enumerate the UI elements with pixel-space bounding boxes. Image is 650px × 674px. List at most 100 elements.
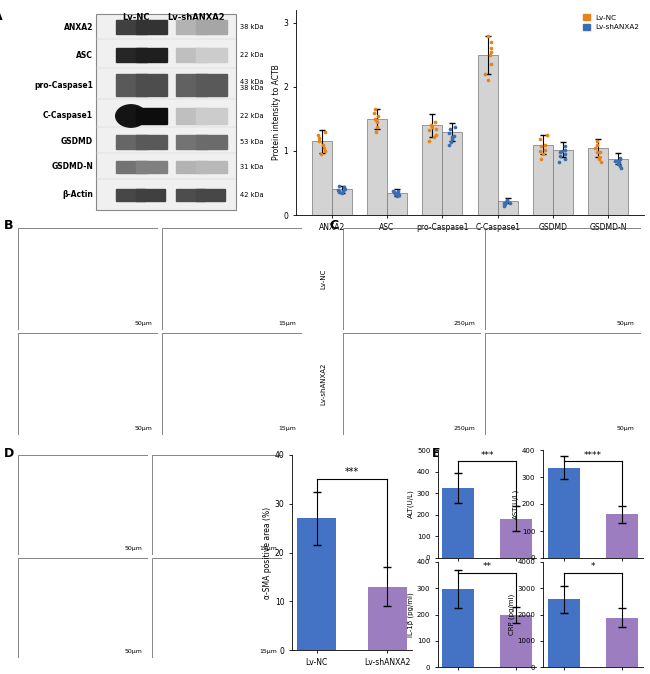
Bar (196, 108, 227, 124)
Text: ASC: ASC (76, 51, 93, 59)
Text: 50μm: 50μm (125, 546, 143, 551)
Bar (588, 148, 608, 215)
Text: 250μm: 250μm (454, 321, 476, 326)
Point (499, 201, 510, 212)
Point (556, 146, 567, 156)
Bar (136, 135, 166, 149)
Point (443, 127, 454, 138)
Text: 42 kDa: 42 kDa (240, 192, 264, 198)
Point (389, 187, 400, 197)
Point (334, 185, 345, 196)
Point (560, 144, 570, 155)
Point (393, 186, 403, 197)
Point (534, 134, 545, 145)
Bar (196, 48, 227, 62)
Bar (312, 142, 332, 215)
Bar (367, 119, 387, 215)
Point (590, 143, 600, 154)
Point (486, 59, 497, 70)
Point (536, 153, 547, 164)
Point (447, 131, 458, 142)
Point (370, 104, 381, 115)
Point (314, 133, 324, 144)
Text: pro-Caspase1: pro-Caspase1 (34, 80, 93, 90)
Text: *: * (591, 562, 595, 572)
Bar (547, 599, 580, 667)
Bar (553, 150, 573, 215)
Bar (176, 20, 207, 34)
Point (559, 149, 569, 160)
Point (592, 139, 602, 150)
Text: B: B (3, 220, 13, 233)
Point (592, 136, 602, 147)
Point (370, 126, 381, 137)
Point (389, 189, 400, 200)
Point (483, 30, 493, 41)
Point (388, 185, 398, 196)
Point (319, 126, 330, 137)
Bar (606, 617, 638, 667)
Bar (500, 615, 532, 667)
Text: ***: *** (480, 451, 494, 460)
Point (501, 195, 512, 206)
Bar (136, 161, 166, 173)
Point (316, 149, 326, 160)
Point (554, 151, 565, 162)
Point (554, 157, 564, 168)
Text: ANXA2: ANXA2 (64, 22, 93, 32)
Bar (176, 74, 207, 96)
Bar (116, 189, 145, 201)
Text: Lv-shANXA2: Lv-shANXA2 (0, 363, 1, 405)
Bar (443, 488, 474, 558)
Bar (116, 161, 147, 173)
Text: Lv-shANXA2: Lv-shANXA2 (320, 363, 326, 405)
Point (428, 131, 439, 142)
Point (595, 147, 605, 158)
Bar (196, 161, 227, 173)
Text: A: A (0, 10, 3, 23)
Point (320, 146, 330, 156)
Point (394, 190, 404, 201)
Point (535, 146, 545, 156)
Point (500, 197, 511, 208)
Text: 15μm: 15μm (259, 649, 277, 654)
Bar (136, 108, 166, 124)
Bar (176, 48, 207, 62)
Bar (608, 158, 628, 215)
Point (371, 115, 382, 125)
Point (392, 187, 402, 198)
Point (444, 139, 454, 150)
Bar (116, 20, 147, 34)
Bar (443, 131, 462, 215)
Bar (533, 144, 553, 215)
Point (541, 129, 552, 140)
Point (370, 113, 381, 124)
Bar (116, 48, 147, 62)
Point (483, 75, 493, 86)
Bar (606, 514, 638, 558)
Point (337, 188, 348, 199)
Point (391, 191, 402, 202)
Text: 15μm: 15μm (278, 321, 296, 326)
Bar (298, 518, 336, 650)
Point (334, 187, 345, 197)
Text: 38 kDa: 38 kDa (240, 24, 263, 30)
Point (445, 124, 456, 135)
Text: Lv-shANXA2: Lv-shANXA2 (167, 13, 225, 22)
Text: 50μm: 50μm (135, 426, 152, 431)
Point (501, 196, 512, 207)
Point (536, 140, 546, 151)
Text: D: D (3, 447, 14, 460)
Point (613, 156, 623, 166)
Bar (500, 519, 532, 558)
Text: Lv-NC: Lv-NC (320, 269, 326, 289)
Point (431, 129, 441, 140)
Point (540, 144, 551, 155)
Point (614, 157, 624, 168)
Point (424, 125, 434, 136)
Bar (368, 586, 406, 650)
Point (613, 159, 623, 170)
Bar (332, 189, 352, 215)
Point (538, 149, 549, 160)
Point (372, 121, 382, 132)
